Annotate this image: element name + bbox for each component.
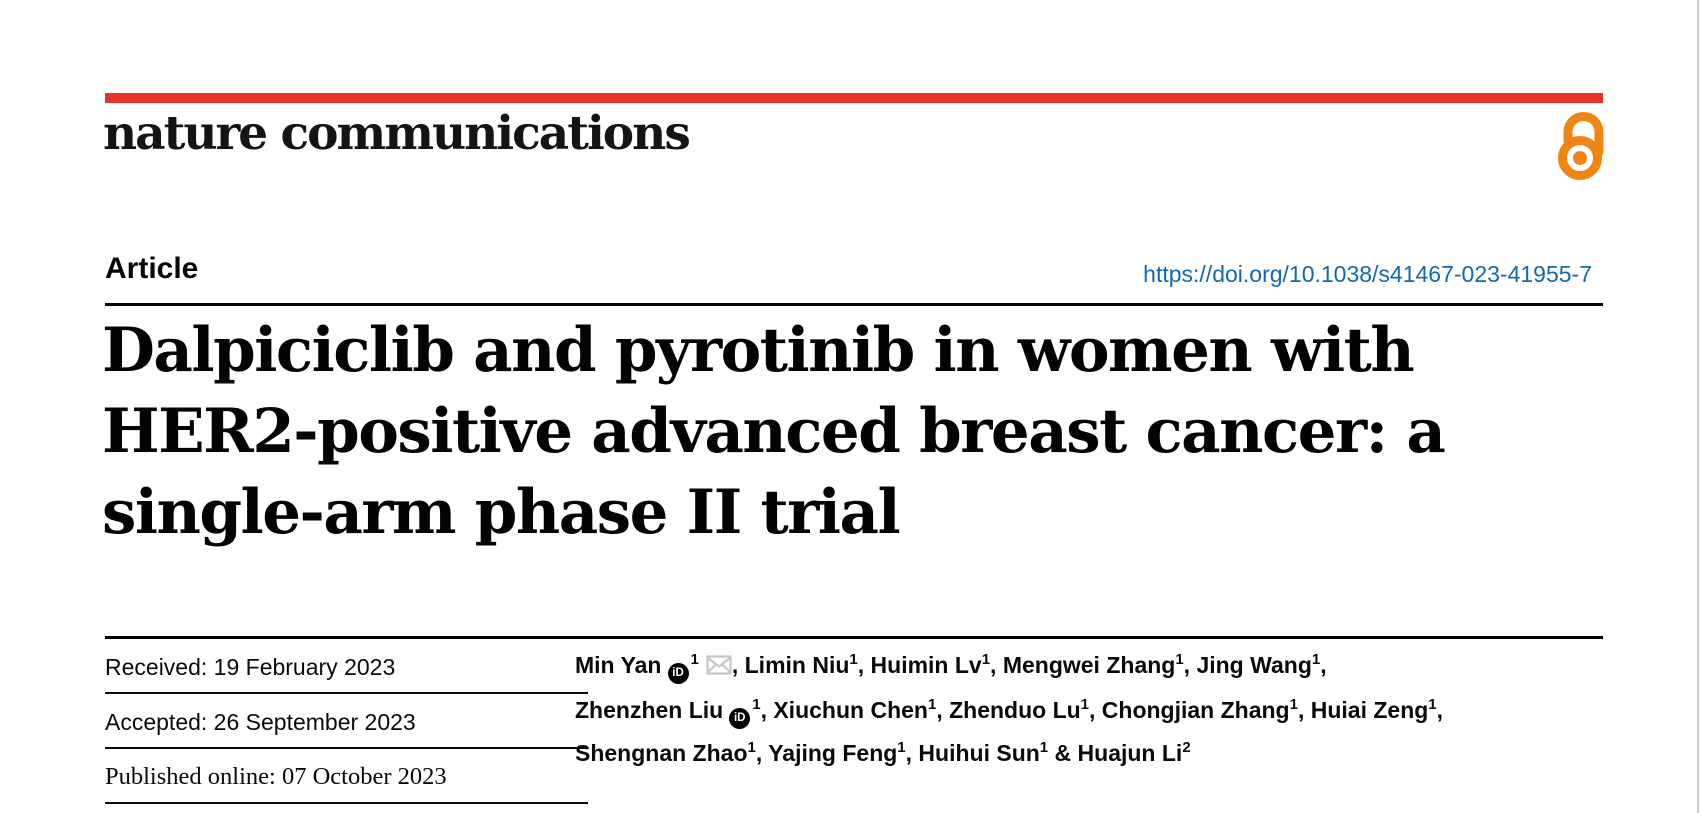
- article-title: Dalpiciclib and pyrotinib in women with …: [102, 310, 1604, 553]
- authors-block: Min Yan iD1, Limin Niu1, Huimin Lv1, Meng…: [575, 644, 1595, 775]
- open-access-icon: [1558, 112, 1604, 180]
- author-separator: ,: [1089, 697, 1102, 723]
- author-line: Zhenzhen Liu iD1, Xiuchun Chen1, Zhenduo …: [575, 689, 1595, 732]
- author-separator: ,: [1436, 697, 1444, 723]
- author-affiliation-superscript: 1: [747, 739, 756, 756]
- author-affiliation-superscript: 1: [752, 696, 761, 713]
- author-name: Limin Niu: [744, 652, 850, 678]
- author-separator: ,: [760, 697, 774, 723]
- author-affiliation-superscript: 1: [1039, 739, 1049, 756]
- author-name: Zhenzhen Liu: [575, 697, 724, 723]
- author-line: Shengnan Zhao1, Yajing Feng1, Huihui Sun…: [575, 732, 1595, 775]
- date-row: Accepted: 26 September 2023: [105, 694, 588, 749]
- author-separator: ,: [1320, 652, 1327, 678]
- author-name: Shengnan Zhao: [575, 740, 748, 766]
- author-name: Xiuchun Chen: [773, 697, 928, 723]
- journal-wordmark: nature communications: [103, 106, 691, 161]
- title-line-3: single-arm phase II trial: [102, 477, 901, 548]
- author-affiliation-superscript: 1: [1289, 696, 1298, 713]
- date-row: Published online: 07 October 2023: [105, 749, 588, 804]
- author-separator: ,: [755, 740, 769, 766]
- author-name: Huiai Zeng: [1310, 697, 1429, 723]
- date-label: Published online:: [105, 763, 276, 790]
- title-line-2: HER2-positive advanced breast cancer: a: [102, 396, 1446, 467]
- author-name: Chongjian Zhang: [1101, 697, 1290, 723]
- author-affiliation-superscript: 1: [690, 651, 699, 668]
- date-value: 26 September 2023: [207, 709, 416, 735]
- page-right-border: [1697, 0, 1699, 813]
- date-value: 07 October 2023: [275, 763, 447, 790]
- author-affiliation-superscript: 1: [1080, 696, 1090, 713]
- author-affiliation-superscript: 1: [1311, 651, 1321, 668]
- author-affiliation-superscript: 1: [849, 651, 858, 668]
- author-name: Zhenduo Lu: [949, 697, 1081, 723]
- author-separator: ,: [857, 652, 871, 678]
- author-affiliation-superscript: 1: [927, 696, 937, 713]
- date-label: Accepted:: [105, 709, 208, 735]
- orcid-icon[interactable]: iD: [667, 663, 689, 684]
- author-name: Mengwei Zhang: [1002, 652, 1176, 678]
- orcid-icon[interactable]: iD: [729, 708, 751, 729]
- author-name: Huimin Lv: [870, 652, 982, 678]
- author-affiliation-superscript: 1: [897, 739, 906, 756]
- dates-panel: Received: 19 February 2023 Accepted: 26 S…: [105, 639, 588, 804]
- author-affiliation-superscript: 1: [981, 651, 991, 668]
- author-separator: ,: [990, 652, 1003, 678]
- author-separator: ,: [936, 697, 950, 723]
- brand-red-bar: [105, 93, 1603, 103]
- author-separator: ,: [1297, 697, 1311, 723]
- email-envelope-icon[interactable]: [706, 646, 732, 689]
- author-separator: &: [1048, 740, 1078, 766]
- author-affiliation-superscript: 1: [1428, 696, 1437, 713]
- author-name: Min Yan: [575, 652, 662, 678]
- date-value: 19 February 2023: [207, 654, 396, 680]
- author-affiliation-superscript: 1: [1175, 651, 1184, 668]
- author-affiliation-superscript: 2: [1182, 739, 1191, 756]
- author-name: Yajing Feng: [768, 740, 898, 766]
- author-name: Huihui Sun: [918, 740, 1040, 766]
- author-name: Jing Wang: [1196, 652, 1312, 678]
- doi-link[interactable]: https://doi.org/10.1038/s41467-023-41955…: [1143, 261, 1592, 287]
- title-line-1: Dalpiciclib and pyrotinib in women with: [102, 315, 1415, 386]
- header-rule: [105, 303, 1603, 306]
- section-divider-rule: [105, 636, 1603, 639]
- author-separator: ,: [731, 652, 745, 678]
- author-line: Min Yan iD1, Limin Niu1, Huimin Lv1, Meng…: [575, 644, 1595, 689]
- date-row: Received: 19 February 2023: [105, 639, 588, 694]
- article-type-label: Article: [105, 252, 199, 285]
- author-separator: ,: [905, 740, 919, 766]
- date-label: Received:: [105, 654, 208, 680]
- author-name: Huajun Li: [1077, 740, 1183, 766]
- author-separator: ,: [1183, 652, 1197, 678]
